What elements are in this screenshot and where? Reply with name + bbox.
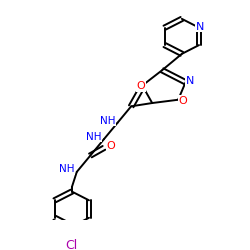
Text: NH: NH xyxy=(59,164,74,174)
Text: N: N xyxy=(196,22,204,32)
Text: NH: NH xyxy=(86,132,102,142)
Text: N: N xyxy=(186,76,194,86)
Text: Cl: Cl xyxy=(66,238,78,250)
Text: NH: NH xyxy=(100,116,116,126)
Text: O: O xyxy=(137,81,145,91)
Text: O: O xyxy=(178,96,187,106)
Text: O: O xyxy=(106,141,115,151)
